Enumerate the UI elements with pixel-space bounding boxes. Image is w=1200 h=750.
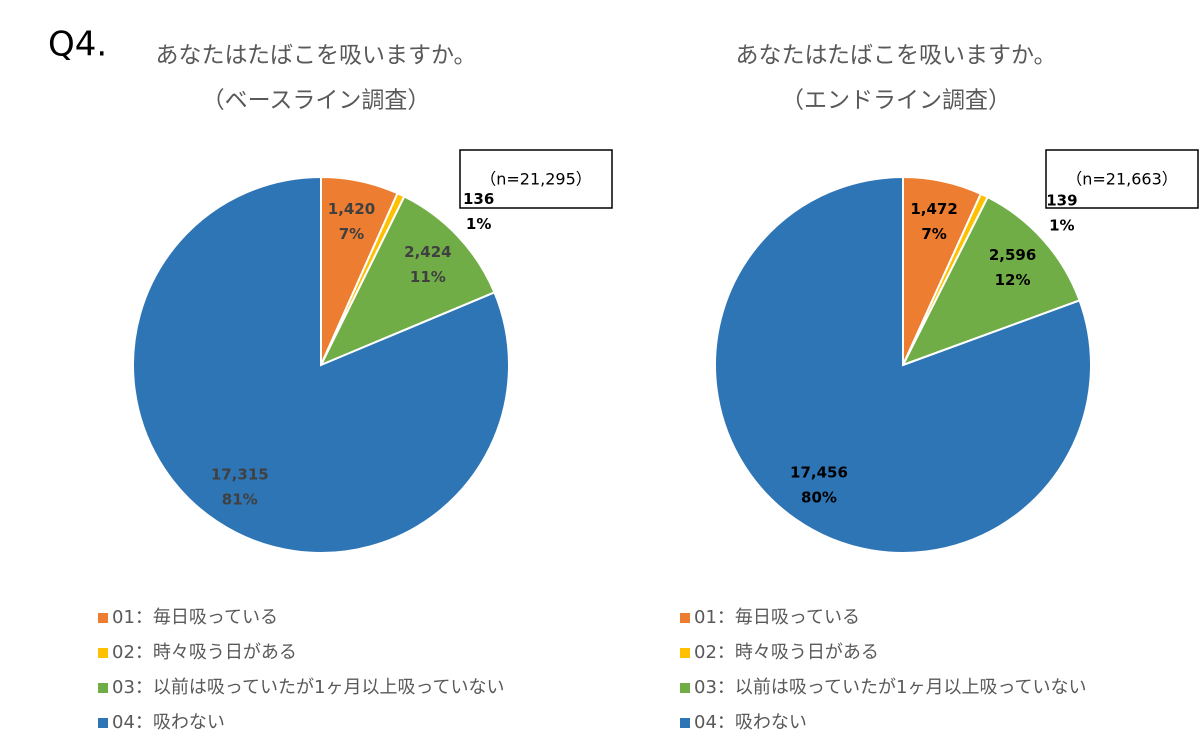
annotation-box (1045, 149, 1199, 209)
pie-slice (318, 195, 496, 367)
legend-swatch (680, 648, 690, 658)
annotation-box (459, 149, 613, 209)
legend-swatch (680, 683, 690, 693)
annotation: （n=21,663） (1066, 170, 1178, 189)
legend-label: 04：吸わない (694, 712, 807, 733)
data-label: 139 (1046, 191, 1077, 209)
question-label: Q4. (48, 25, 107, 65)
legend-label: 04：吸わない (112, 712, 225, 733)
percent-label: 80% (801, 489, 837, 507)
pie-slice (132, 175, 510, 554)
legend-label: 01：毎日吸っている (694, 607, 860, 628)
percent-label: 12% (995, 271, 1031, 289)
data-label: 17,315 (211, 466, 269, 484)
chart-title: あなたはたばこを吸いますか。 (155, 43, 476, 69)
data-label: 1,472 (910, 200, 957, 218)
legend-label: 02：時々吸う日がある (112, 642, 297, 663)
data-label: 1,420 (328, 200, 375, 218)
chart-subtitle: （ベースライン調査） (202, 88, 431, 114)
chart-title: あなたはたばこを吸いますか。 (735, 43, 1056, 69)
pie-slice (900, 195, 1081, 367)
percent-label: 7% (339, 225, 364, 243)
legend-swatch (98, 648, 108, 658)
legend-swatch (98, 613, 108, 623)
data-label: 2,596 (989, 246, 1036, 264)
annotation: （n=21,295） (480, 170, 592, 189)
legend-label: 01：毎日吸っている (112, 607, 278, 628)
legend-swatch (680, 613, 690, 623)
data-label: 17,456 (790, 464, 848, 482)
legend-label: 03：以前は吸っていたが1ヶ月以上吸っていない (112, 677, 505, 698)
legend-label: 03：以前は吸っていたが1ヶ月以上吸っていない (694, 677, 1087, 698)
percent-label: 81% (222, 491, 258, 509)
data-label: 136 (463, 190, 494, 208)
data-label: 2,424 (404, 243, 451, 261)
percent-label: 7% (921, 225, 946, 243)
legend-label: 02：時々吸う日がある (694, 642, 879, 663)
legend-swatch (98, 683, 108, 693)
legend-swatch (98, 718, 108, 728)
percent-label: 11% (410, 268, 446, 286)
percent-label: 1% (1049, 216, 1074, 234)
pie-slice (713, 175, 1092, 554)
legend-swatch (680, 718, 690, 728)
chart-subtitle: （エンドライン調査） (781, 88, 1011, 114)
percent-label: 1% (466, 215, 491, 233)
